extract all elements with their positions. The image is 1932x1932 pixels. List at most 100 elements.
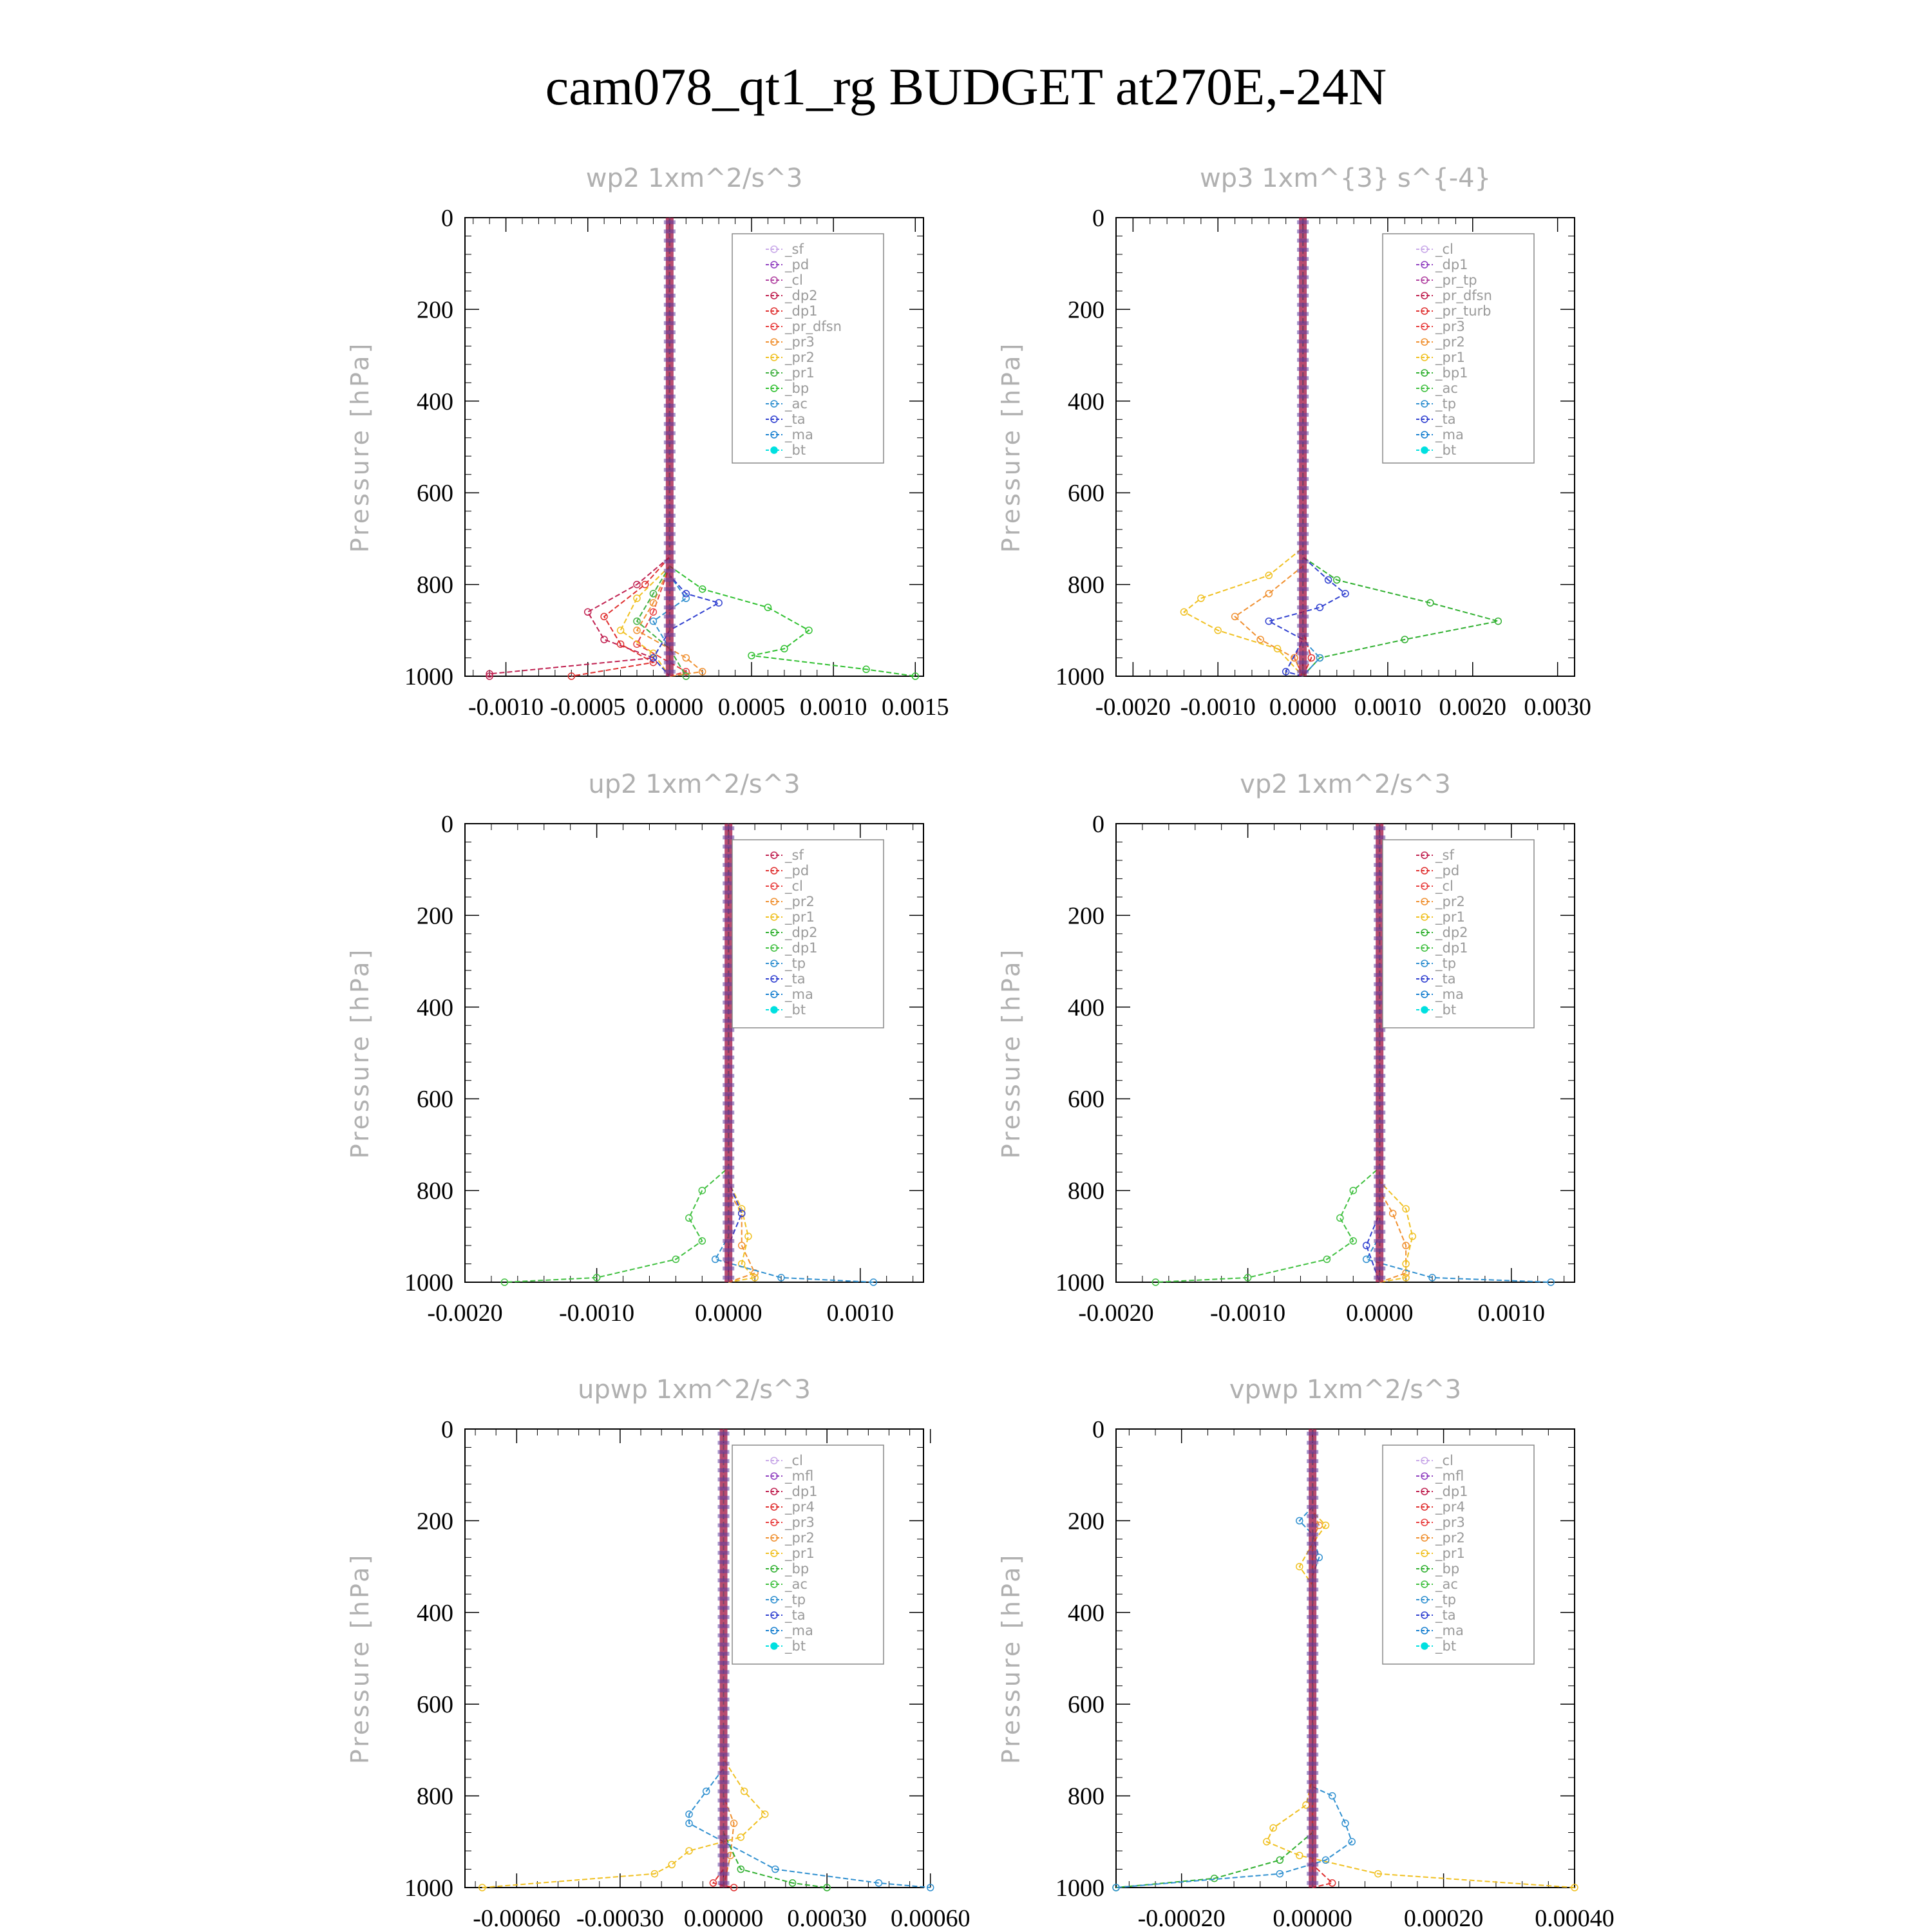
zero-line-marker [1297, 669, 1309, 674]
zero-line-marker [1297, 394, 1309, 399]
series-marker-dp1 [1323, 1255, 1331, 1264]
series-marker-pr3 [649, 599, 658, 607]
zero-line-marker [717, 1505, 730, 1510]
zero-line-marker [717, 1771, 730, 1775]
legend-box [732, 233, 884, 464]
legend-entry: _dp2 [1435, 925, 1468, 941]
legend-marker [1421, 384, 1428, 392]
zero-line-marker [1307, 1780, 1319, 1785]
legend-marker [1421, 1519, 1428, 1526]
y-tick-label: 200 [1068, 1508, 1104, 1535]
zero-line-marker [1307, 1560, 1319, 1564]
zero-line-marker [1307, 1642, 1319, 1647]
legend-marker [1421, 369, 1428, 377]
zero-line-marker [663, 348, 676, 353]
zero-line-marker [717, 1743, 730, 1748]
zero-line-marker [723, 1101, 735, 1106]
legend-entry: _sf [1435, 848, 1454, 864]
zero-line-marker [1374, 1257, 1386, 1262]
zero-line-marker [717, 1761, 730, 1766]
legend-entry: _tp [784, 1592, 806, 1608]
legend-entry: _pr2 [1435, 334, 1465, 350]
series-marker-dp1 [1151, 1278, 1160, 1286]
legend-entry: _bp [784, 381, 809, 397]
zero-line-marker [1297, 459, 1309, 463]
series-line-pr1 [636, 218, 687, 677]
zero-line-marker [1307, 1862, 1319, 1867]
legend-marker [1421, 354, 1428, 361]
series-marker-pr-turb [1307, 654, 1316, 662]
x-tick-label: -0.0020 [1078, 1300, 1153, 1327]
zero-line-marker [1374, 972, 1386, 977]
zero-line-marker [723, 1046, 735, 1050]
legend-marker [770, 446, 778, 454]
zero-line-marker [1297, 532, 1309, 536]
zero-line-marker [1297, 651, 1309, 656]
panel-title: wp3 1xm^{3} s^{-4} [1200, 164, 1491, 193]
zero-line-marker [1307, 1432, 1319, 1436]
x-tick-label: 0.00000 [684, 1905, 764, 1932]
legend-marker [1421, 276, 1428, 284]
legend-marker [1421, 867, 1428, 875]
legend-marker [770, 851, 778, 859]
zero-line-marker [1297, 578, 1309, 582]
x-tick-label: 0.0000 [636, 694, 704, 721]
series-marker-pr1 [1263, 1838, 1271, 1846]
series-marker-pr1 [1214, 627, 1222, 634]
series-marker-ta [1265, 617, 1273, 625]
y-tick-label: 1000 [1056, 1875, 1104, 1902]
series-marker-tp [777, 1274, 785, 1282]
series-marker-ta [1282, 668, 1290, 676]
series-marker-bp [788, 1879, 797, 1887]
zero-line-marker [1307, 1817, 1319, 1821]
zero-line-marker [1297, 486, 1309, 491]
x-tick-label: -0.0010 [468, 694, 544, 721]
zero-line-marker [1307, 1771, 1319, 1775]
series-marker-dp2 [633, 580, 641, 589]
zero-line-marker [1307, 1523, 1319, 1528]
legend-entry: _tp [1435, 956, 1456, 972]
zero-line-marker [663, 560, 676, 564]
series-marker-ta [737, 1209, 746, 1217]
zero-line-marker [1307, 1468, 1319, 1473]
zero-line-marker [663, 541, 676, 545]
legend-entry: _dp1 [1435, 940, 1468, 956]
series-marker-bp [764, 603, 772, 611]
series-marker-ac [682, 594, 690, 602]
legend-entry: _ma [784, 427, 813, 443]
legend-entry: _ac [784, 1577, 808, 1593]
series-marker-bp1 [1426, 599, 1434, 607]
zero-line-marker [1374, 1074, 1386, 1078]
zero-line-marker [723, 1193, 735, 1197]
series-marker-tp [1276, 1870, 1284, 1878]
legend-entry: _pr4 [1435, 1499, 1465, 1515]
legend-marker [770, 1642, 778, 1650]
zero-line-marker [1374, 844, 1386, 849]
zero-line-marker [717, 1853, 730, 1858]
y-tick-label: 0 [1092, 205, 1104, 232]
panel-3: -0.0020 -0.0010 0.0000 0.0010 0 200 400 600 800 1… [997, 770, 1575, 1327]
x-tick-label: 0.0000 [695, 1300, 762, 1327]
legend-marker [1421, 245, 1428, 253]
series-marker-dp1 [672, 1255, 680, 1264]
zero-line-marker [723, 826, 735, 831]
zero-line-marker [1297, 284, 1309, 289]
legend-entry: _bp [1435, 1561, 1459, 1577]
legend-marker [770, 990, 778, 998]
legend-marker [1421, 1642, 1428, 1650]
series-marker-pr1 [1408, 1233, 1417, 1240]
series-marker-ta [715, 599, 723, 607]
zero-line-marker [717, 1651, 730, 1656]
zero-line-marker [1297, 450, 1309, 454]
legend-marker [1421, 1580, 1428, 1588]
zero-line-marker [1307, 1450, 1319, 1454]
legend-marker [770, 369, 778, 377]
zero-line-marker [1374, 1101, 1386, 1106]
legend-marker [1421, 1627, 1428, 1634]
zero-line-marker [723, 1074, 735, 1078]
zero-line-marker [1307, 1605, 1319, 1610]
zero-line-marker [717, 1450, 730, 1454]
zero-line-marker [723, 1110, 735, 1115]
legend-entry: _dp1 [784, 303, 818, 319]
zero-line-marker [1374, 900, 1386, 904]
